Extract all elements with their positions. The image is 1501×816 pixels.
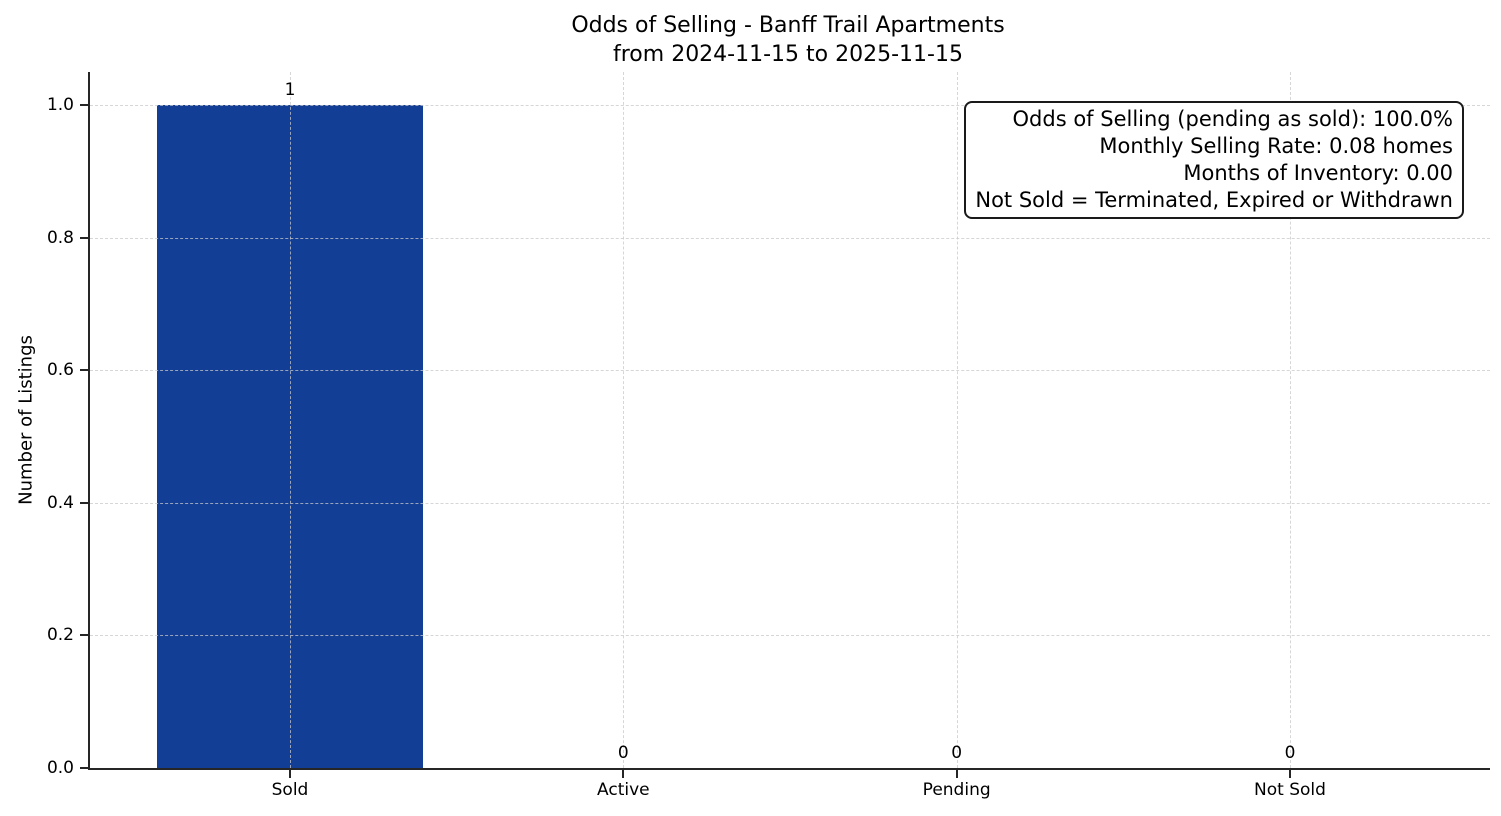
x-tick-mark — [1289, 770, 1291, 778]
x-tick-label-active: Active — [597, 780, 650, 800]
chart-title-block: Odds of Selling - Banff Trail Apartments… — [88, 11, 1488, 69]
y-tick-label: 1.0 — [46, 95, 74, 116]
y-tick-label: 0.6 — [46, 360, 74, 381]
y-tick-label: 0.4 — [46, 492, 74, 513]
bar-value-label-active: 0 — [617, 743, 629, 763]
y-tick-mark — [80, 501, 88, 504]
x-tick-mark — [289, 770, 291, 778]
x-tick-mark — [622, 770, 625, 778]
y-tick-label: 0.0 — [46, 758, 74, 778]
bar-sold — [156, 105, 424, 768]
bar-value-label-sold: 1 — [284, 80, 296, 101]
v-gridline — [623, 72, 625, 768]
h-gridline — [90, 635, 1490, 637]
h-gridline — [90, 502, 1490, 504]
y-tick-mark — [80, 369, 88, 372]
bar-value-label-not-sold: 0 — [1284, 743, 1296, 763]
y-axis-label: Number of Listings — [15, 335, 37, 505]
stats-annotation-box: Odds of Selling (pending as sold): 100.0… — [964, 101, 1464, 219]
v-gridline — [1290, 72, 1291, 768]
annotation-line: Monthly Selling Rate: 0.08 homes — [1099, 134, 1453, 158]
annotation-line: Not Sold = Terminated, Expired or Withdr… — [975, 188, 1453, 212]
annotation-line: Odds of Selling (pending as sold): 100.0… — [1012, 107, 1453, 131]
y-tick-mark — [80, 104, 88, 107]
x-tick-label-sold: Sold — [271, 780, 309, 800]
y-tick-mark — [80, 767, 88, 769]
v-gridline — [290, 72, 291, 768]
h-gridline — [90, 105, 1490, 107]
v-gridline — [956, 72, 958, 768]
annotation-line: Months of Inventory: 0.00 — [1183, 161, 1453, 185]
x-tick-label-not-sold: Not Sold — [1254, 780, 1326, 800]
bar-value-label-pending: 0 — [951, 743, 963, 763]
x-tick-mark — [955, 770, 958, 778]
plot-area: 0.0 0.2 0.4 0.6 0.8 1.0 Sold 1 Active 0 Pending 0 No… — [47, 72, 1490, 800]
y-tick-label: 0.8 — [46, 227, 74, 248]
x-tick-label-pending: Pending — [922, 780, 991, 800]
chart-title: Odds of Selling - Banff Trail Apartments — [571, 13, 1005, 38]
h-gridline — [90, 237, 1490, 239]
y-tick-label: 0.2 — [46, 625, 74, 646]
y-tick-mark — [80, 634, 88, 637]
chart-subtitle: from 2024-11-15 to 2025-11-15 — [613, 42, 963, 67]
h-gridline — [90, 370, 1490, 372]
y-tick-mark — [80, 236, 88, 239]
